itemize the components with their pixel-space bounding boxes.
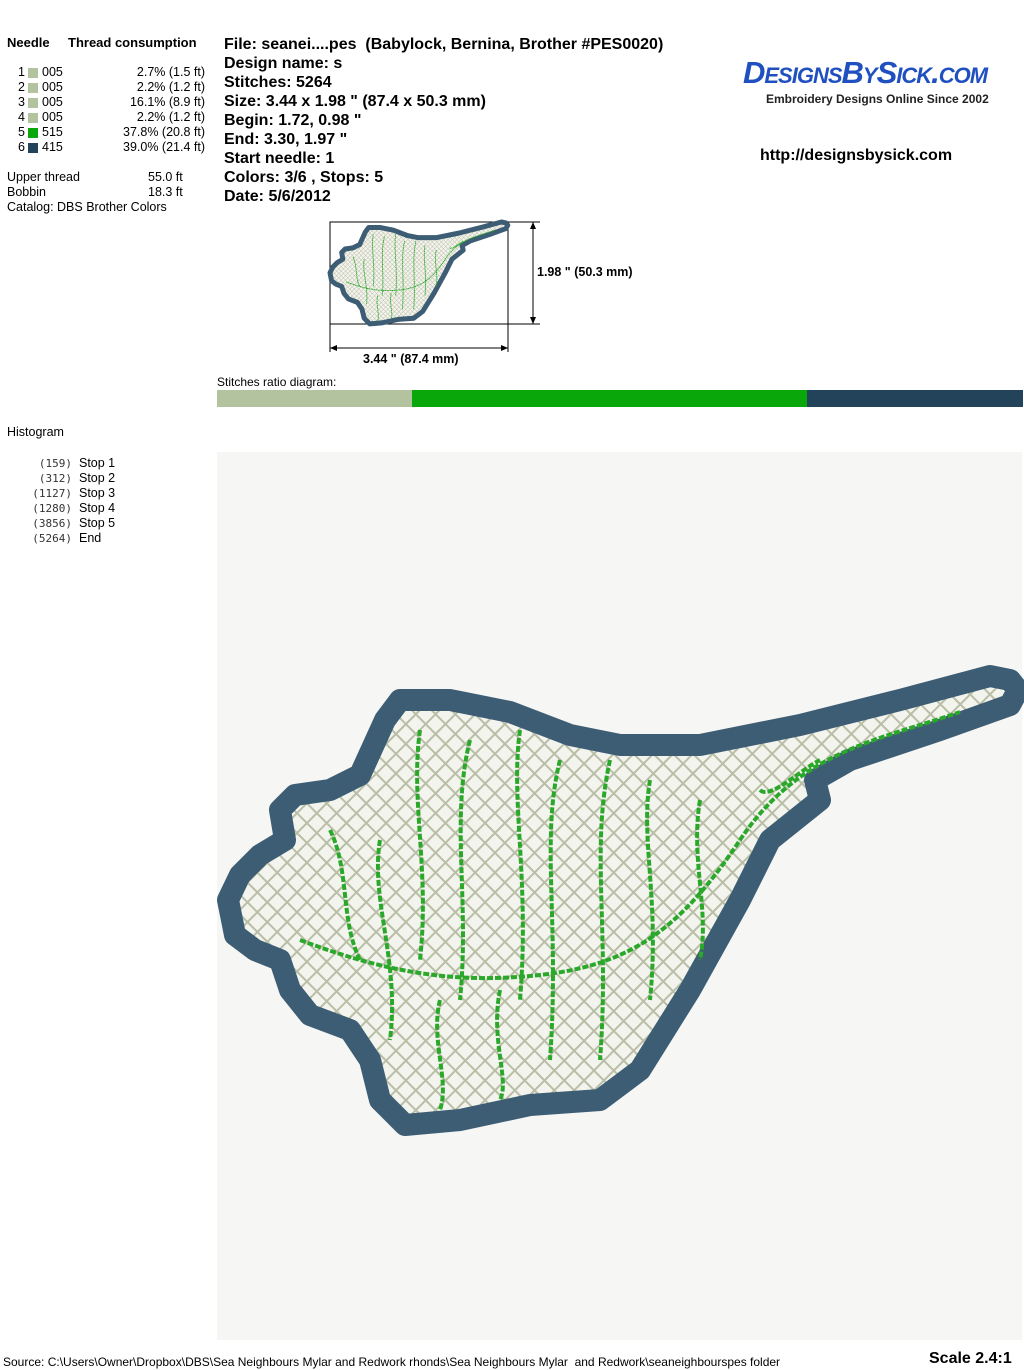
- tagline: Embroidery Designs Online Since 2002: [766, 92, 989, 106]
- color-swatch: [28, 83, 38, 93]
- stop-count: (5264): [32, 532, 72, 545]
- info-line: Colors: 3/6 , Stops: 5: [224, 169, 384, 186]
- thread-code: 005: [42, 65, 63, 79]
- url: http://designsbysick.com: [760, 147, 953, 164]
- stop-label: Stop 5: [79, 516, 116, 530]
- ratio-segment: [807, 390, 1023, 407]
- thread-code: 005: [42, 110, 63, 124]
- thread-amount: 37.8% (20.8 ft): [123, 125, 205, 139]
- scale: Scale 2.4:1: [929, 1350, 1012, 1367]
- ratio-label: Stitches ratio diagram:: [217, 375, 337, 389]
- color-swatch: [28, 113, 38, 123]
- thread-amount: 16.1% (8.9 ft): [129, 95, 205, 109]
- upper-label: Upper thread: [7, 170, 80, 184]
- info-line: Size: 3.44 x 1.98 " (87.4 x 50.3 mm): [224, 93, 486, 110]
- bobbin-label: Bobbin: [7, 185, 46, 199]
- catalog: Catalog: DBS Brother Colors: [7, 200, 167, 214]
- stop-count: (159): [38, 457, 72, 470]
- stop-count: (3856): [32, 517, 72, 530]
- stop-label: Stop 4: [79, 501, 116, 515]
- stop-count: (1127): [32, 487, 72, 500]
- needle-number: 4: [18, 110, 25, 124]
- stop-label: Stop 1: [79, 456, 116, 470]
- stop-count: (1280): [32, 502, 72, 515]
- logo: DesignsBySick.com: [743, 55, 988, 90]
- ratio-segment: [412, 390, 807, 407]
- color-swatch: [28, 128, 38, 138]
- needle-number: 3: [18, 95, 25, 109]
- info-line: Design name: s: [224, 55, 343, 72]
- info-line: File: seanei....pes (Babylock, Bernina, …: [224, 36, 664, 53]
- needle-header: Needle: [7, 35, 50, 50]
- stop-label: End: [79, 531, 102, 545]
- info-line: End: 3.30, 1.97 ": [224, 131, 348, 148]
- info-line: Start needle: 1: [224, 150, 335, 167]
- source-path: Source: C:\Users\Owner\Dropbox\DBS\Sea N…: [3, 1355, 781, 1369]
- thread-amount: 2.7% (1.5 ft): [136, 65, 205, 79]
- width-label: 3.44 " (87.4 mm): [363, 352, 459, 366]
- color-swatch: [28, 143, 38, 153]
- info-line: Stitches: 5264: [224, 74, 332, 91]
- color-swatch: [28, 98, 38, 108]
- thread-amount: 39.0% (21.4 ft): [123, 140, 205, 154]
- needle-number: 6: [18, 140, 25, 154]
- consumption-header: Thread consumption: [68, 35, 197, 50]
- histogram-title: Histogram: [7, 425, 64, 439]
- stop-count: (312): [38, 472, 72, 485]
- thread-amount: 2.2% (1.2 ft): [136, 110, 205, 124]
- thread-amount: 2.2% (1.2 ft): [136, 80, 205, 94]
- needle-number: 5: [18, 125, 25, 139]
- bobbin-value: 18.3 ft: [148, 185, 183, 199]
- needle-number: 2: [18, 80, 25, 94]
- stop-label: Stop 3: [79, 486, 116, 500]
- info-line: Date: 5/6/2012: [224, 188, 331, 205]
- color-swatch: [28, 68, 38, 78]
- ratio-segment: [217, 390, 412, 407]
- thread-code: 515: [42, 125, 63, 139]
- thread-code: 005: [42, 95, 63, 109]
- thread-code: 415: [42, 140, 63, 154]
- info-line: Begin: 1.72, 0.98 ": [224, 112, 362, 129]
- stop-label: Stop 2: [79, 471, 116, 485]
- upper-value: 55.0 ft: [148, 170, 183, 184]
- needle-number: 1: [18, 65, 25, 79]
- height-label: 1.98 " (50.3 mm): [537, 265, 633, 279]
- thread-code: 005: [42, 80, 63, 94]
